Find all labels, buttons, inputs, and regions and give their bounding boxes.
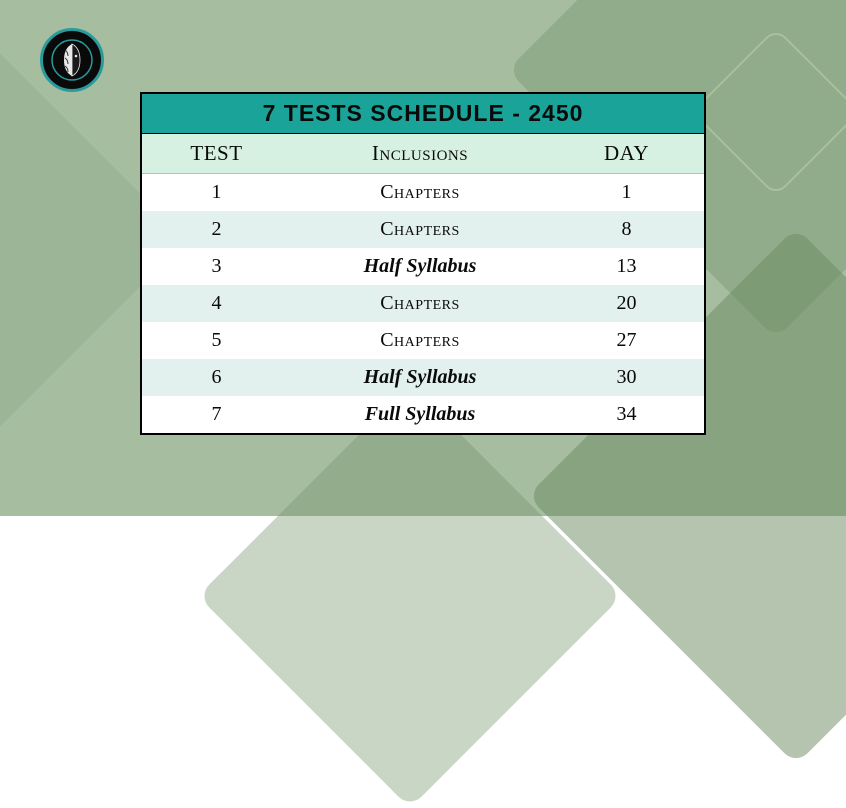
table-row: 3Half Syllabus13 [142, 248, 704, 285]
cell-test: 7 [142, 396, 291, 433]
cell-test: 1 [142, 174, 291, 211]
cell-test: 4 [142, 285, 291, 322]
cell-inclusions: Chapters [291, 174, 549, 211]
cell-inclusions: Full Syllabus [291, 396, 549, 433]
cell-day: 13 [549, 248, 704, 285]
cell-inclusions: Chapters [291, 322, 549, 359]
table-row: 1Chapters1 [142, 174, 704, 211]
cell-day: 20 [549, 285, 704, 322]
table-title: 7 TESTS SCHEDULE - 2450 [142, 94, 704, 134]
cell-day: 1 [549, 174, 704, 211]
logo-icon [40, 28, 104, 92]
cell-day: 34 [549, 396, 704, 433]
table-row: 5Chapters27 [142, 322, 704, 359]
header-day: DAY [549, 134, 704, 173]
table-row: 4Chapters20 [142, 285, 704, 322]
cell-day: 27 [549, 322, 704, 359]
table-header-row: TEST Inclusions DAY [142, 134, 704, 174]
cell-test: 3 [142, 248, 291, 285]
table-row: 2Chapters8 [142, 211, 704, 248]
cell-test: 6 [142, 359, 291, 396]
cell-test: 2 [142, 211, 291, 248]
table-row: 7Full Syllabus34 [142, 396, 704, 433]
cell-test: 5 [142, 322, 291, 359]
cell-inclusions: Chapters [291, 211, 549, 248]
table-row: 6Half Syllabus30 [142, 359, 704, 396]
cell-inclusions: Chapters [291, 285, 549, 322]
cell-inclusions: Half Syllabus [291, 248, 549, 285]
cell-day: 8 [549, 211, 704, 248]
cell-day: 30 [549, 359, 704, 396]
header-inclusions: Inclusions [291, 134, 549, 173]
schedule-table: 7 TESTS SCHEDULE - 2450 TEST Inclusions … [140, 92, 706, 435]
header-test: TEST [142, 134, 291, 173]
table-body: 1Chapters12Chapters83Half Syllabus134Cha… [142, 174, 704, 433]
cell-inclusions: Half Syllabus [291, 359, 549, 396]
